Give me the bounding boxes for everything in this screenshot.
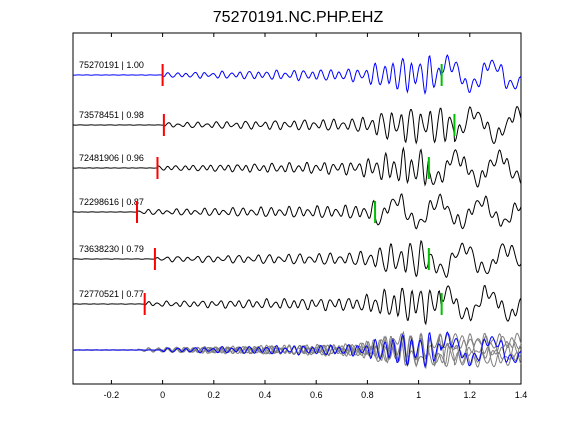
stacked-traces (72, 330, 522, 370)
trace-waveform (72, 239, 522, 278)
trace-waveform (72, 146, 522, 188)
chart-title: 75270191.NC.PHP.EHZ (213, 9, 384, 26)
x-tick-label: 0.4 (259, 390, 272, 400)
x-tick-label: 1.4 (515, 390, 528, 400)
x-tick-label: 0.2 (208, 390, 221, 400)
trace-waveform (72, 54, 522, 95)
trace-waveform (72, 193, 522, 230)
plot-frame (72, 32, 522, 385)
x-tick-label: 0.6 (310, 390, 323, 400)
x-axis: -0.2 0 0.2 0.4 0.6 0.8 1 1.2 1.4 (104, 33, 528, 400)
trace-label: 73638230 | 0.79 (79, 244, 144, 254)
trace-label: 72298616 | 0.87 (79, 197, 144, 207)
stack-trace-primary (72, 331, 522, 368)
x-tick-label: 1.2 (464, 390, 477, 400)
trace-label: 72770521 | 0.77 (79, 289, 144, 299)
trace-waveform (72, 284, 522, 326)
trace-group: 75270191 | 1.00 73578451 | 0.98 72481906 |… (72, 54, 522, 326)
trace-label: 75270191 | 1.00 (79, 60, 144, 70)
x-tick-label: 0.8 (361, 390, 374, 400)
x-tick-label: 0 (160, 390, 165, 400)
x-tick-label: -0.2 (104, 390, 120, 400)
trace-waveform (72, 105, 522, 145)
x-tick-label: 1 (416, 390, 421, 400)
trace-label: 73578451 | 0.98 (79, 110, 144, 120)
trace-label: 72481906 | 0.96 (79, 153, 144, 163)
